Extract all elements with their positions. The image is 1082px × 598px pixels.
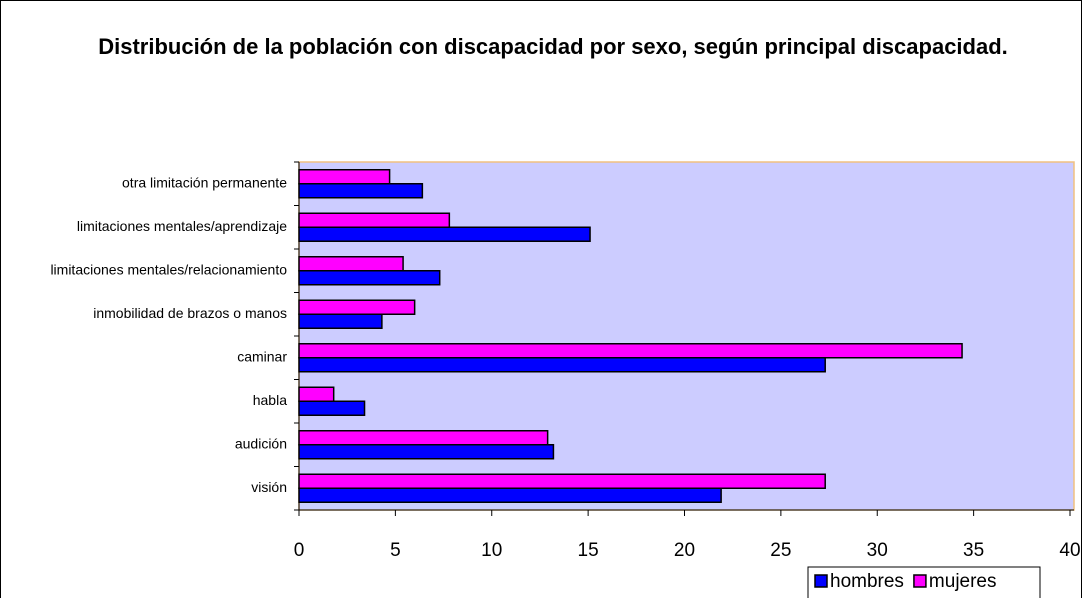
x-tick-label: 35 [963, 540, 984, 561]
bar [298, 256, 404, 272]
bar [298, 473, 826, 489]
x-tick-label: 20 [674, 540, 695, 561]
legend-label: mujeres [929, 571, 997, 592]
x-tick-label: 40 [1059, 540, 1080, 561]
bar [298, 430, 549, 446]
y-tick-label: inmobilidad de brazos o manos [93, 305, 287, 321]
legend-swatch [913, 574, 927, 588]
bar [298, 386, 335, 402]
bar [298, 444, 555, 460]
legend-swatch [814, 574, 828, 588]
y-tick-label: limitaciones mentales/aprendizaje [77, 218, 287, 234]
x-tick-label: 15 [578, 540, 599, 561]
bar [298, 400, 366, 416]
x-tick-label: 25 [770, 540, 791, 561]
bar [298, 183, 424, 199]
bar [298, 270, 441, 286]
bar [298, 169, 391, 185]
bar [298, 343, 963, 359]
x-tick-label: 0 [294, 540, 305, 561]
bar [298, 212, 451, 228]
bar [298, 357, 826, 373]
y-tick-label: caminar [237, 348, 287, 364]
bar [298, 226, 591, 242]
x-tick-label: 5 [390, 540, 401, 561]
x-tick-label: 30 [867, 540, 888, 561]
bar [298, 487, 722, 503]
chart-title: Distribución de la población con discapa… [98, 34, 1008, 59]
legend-label: hombres [830, 571, 904, 592]
x-tick-label: 10 [481, 540, 502, 561]
y-tick-label: visión [251, 479, 287, 495]
bar [298, 313, 383, 329]
bar [298, 299, 416, 315]
y-tick-label: limitaciones mentales/relacionamiento [50, 261, 287, 277]
y-tick-label: otra limitación permanente [122, 174, 287, 190]
y-tick-label: habla [253, 392, 287, 408]
y-tick-label: audición [235, 435, 287, 451]
